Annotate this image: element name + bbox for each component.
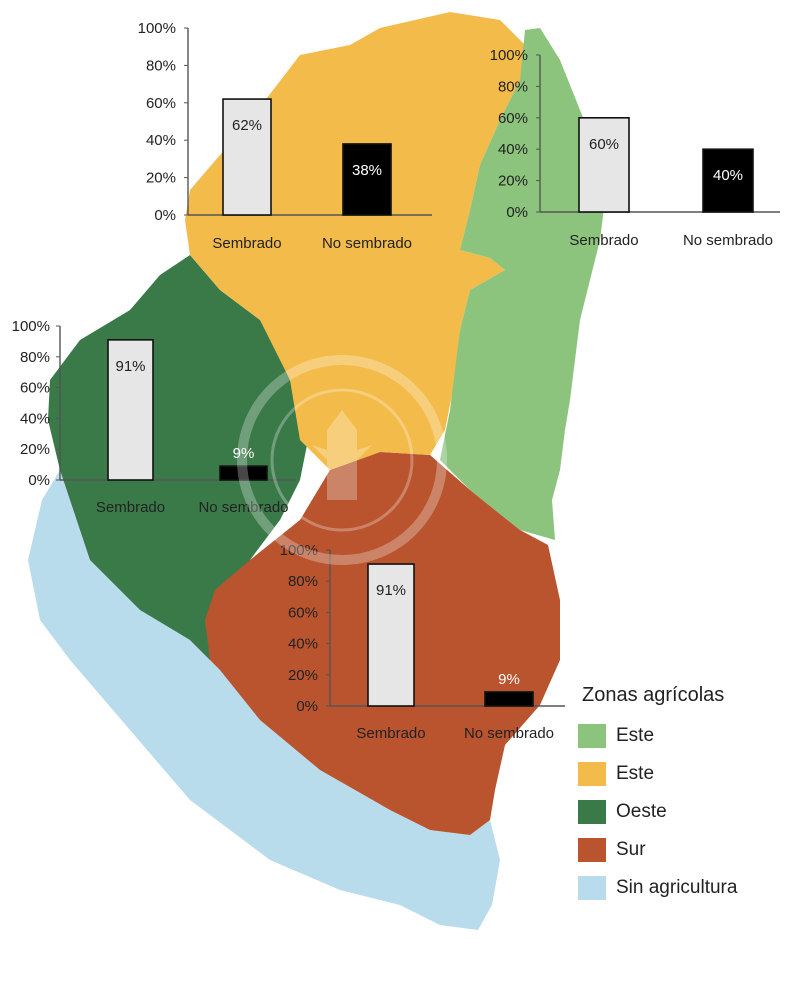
- bar-chart: 100% 80% 60% 40% 20% 0% 60% Sembrado 40% No sembr…: [490, 47, 780, 249]
- region-este: [440, 28, 605, 540]
- y-tick-label: 80%: [20, 349, 50, 366]
- legend-swatch: [578, 838, 606, 862]
- category-label: No sembrado: [198, 499, 288, 516]
- bar: [107, 339, 154, 481]
- legend-label: Oeste: [616, 801, 667, 822]
- y-tick-label: 20%: [498, 173, 528, 190]
- bar-chart: 100% 80% 60% 40% 20% 0% 91% Sembrado 9% No sembra…: [12, 318, 296, 516]
- y-tick-label: 60%: [288, 604, 318, 621]
- legend-swatch: [578, 876, 606, 900]
- y-tick-label: 0%: [296, 698, 318, 715]
- legend-label: Sin agricultura: [616, 877, 738, 898]
- category-label: No sembrado: [322, 235, 412, 252]
- category-label: No sembrado: [683, 232, 773, 249]
- legend-item: Sin agricultura: [578, 869, 737, 907]
- category-label: No sembrado: [464, 725, 554, 742]
- bar-chart: 100% 80% 60% 40% 20% 0% 62% Sembrado 38% No sembr…: [138, 20, 432, 252]
- y-tick-label: 40%: [288, 636, 318, 653]
- y-tick-label: 0%: [154, 207, 176, 224]
- bar: [222, 98, 272, 216]
- data-label: 9%: [498, 671, 520, 688]
- y-tick-label: 0%: [28, 472, 50, 489]
- legend-title: Zonas agrícolas: [582, 684, 725, 706]
- y-tick-label: 80%: [146, 57, 176, 74]
- y-tick-label: 20%: [20, 441, 50, 458]
- y-tick-label: 60%: [146, 95, 176, 112]
- category-label: Sembrado: [212, 235, 281, 252]
- legend-swatch: [578, 724, 606, 748]
- data-label: 9%: [233, 445, 255, 462]
- y-tick-label: 60%: [20, 380, 50, 397]
- bar: [342, 143, 392, 216]
- y-tick-label: 100%: [12, 318, 50, 335]
- legend-label: Este: [616, 725, 655, 746]
- y-tick-label: 20%: [146, 170, 176, 187]
- y-tick-label: 100%: [280, 542, 318, 559]
- region-sin-agricultura: [28, 470, 500, 930]
- data-label: 40%: [713, 167, 743, 184]
- data-label: 62%: [232, 117, 262, 134]
- category-label: Sembrado: [569, 232, 638, 249]
- y-tick-label: 80%: [498, 78, 528, 95]
- y-tick-label: 100%: [138, 20, 176, 37]
- legend-item: Este: [578, 717, 737, 755]
- bar: [367, 563, 415, 707]
- y-tick-label: 80%: [288, 573, 318, 590]
- bar: [702, 148, 754, 213]
- y-tick-label: 0%: [506, 204, 528, 221]
- legend-swatch: [578, 762, 606, 786]
- legend-label: Sur: [616, 839, 646, 860]
- y-tick-label: 40%: [20, 410, 50, 427]
- legend-item: Sur: [578, 831, 737, 869]
- legend: Zonas agrícolas Este Este Oeste Sur Sin …: [578, 684, 737, 907]
- data-label: 60%: [589, 136, 619, 153]
- legend-item: Este: [578, 755, 737, 793]
- data-label: 38%: [352, 162, 382, 179]
- legend-swatch: [578, 800, 606, 824]
- y-tick-label: 100%: [490, 47, 528, 64]
- bar: [578, 117, 630, 213]
- y-tick-label: 40%: [498, 141, 528, 158]
- y-tick-label: 40%: [146, 132, 176, 149]
- category-label: Sembrado: [96, 499, 165, 516]
- bar: [219, 465, 268, 481]
- category-label: Sembrado: [356, 725, 425, 742]
- bar: [484, 691, 534, 707]
- y-tick-label: 20%: [288, 667, 318, 684]
- legend-label: Este: [616, 763, 655, 784]
- legend-item: Oeste: [578, 793, 737, 831]
- bar-chart: 100% 80% 60% 40% 20% 0% 91% Sembrado 9% No sembra…: [280, 542, 565, 742]
- y-tick-label: 60%: [498, 110, 528, 127]
- data-label: 91%: [115, 358, 145, 375]
- data-label: 91%: [376, 582, 406, 599]
